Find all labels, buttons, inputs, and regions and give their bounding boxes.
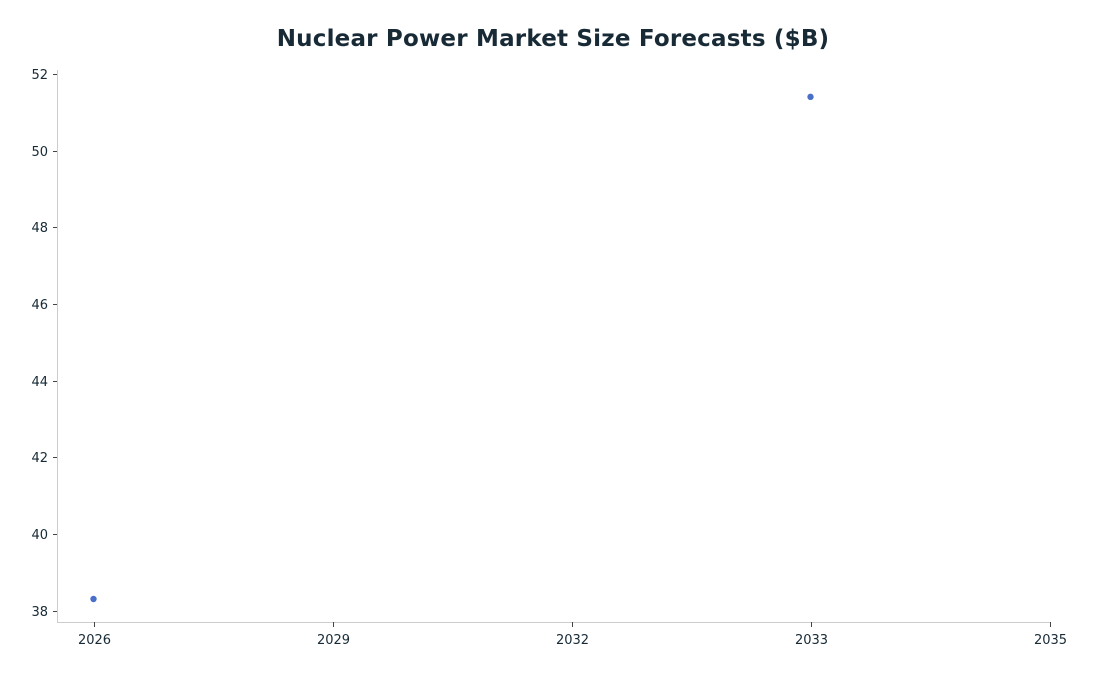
x-tick-label: 2033 [795,633,828,648]
chart-title: Nuclear Power Market Size Forecasts ($B) [276,26,830,52]
y-tick-label: 46 [31,298,48,313]
x-tick-label: 2026 [78,633,111,648]
x-tick-label: 2032 [556,633,589,648]
x-tick-label: 2029 [317,633,350,648]
y-tick-label: 42 [31,451,48,466]
y-tick-label: 50 [31,145,48,160]
data-point [807,93,814,101]
y-tick-label: 48 [31,221,48,236]
data-point [90,595,97,603]
y-tick-label: 38 [31,605,48,620]
y-tick-label: 44 [31,375,48,390]
x-tick-label: 2035 [1034,633,1067,648]
y-tick-label: 40 [31,528,48,543]
y-tick-label: 52 [31,68,48,83]
